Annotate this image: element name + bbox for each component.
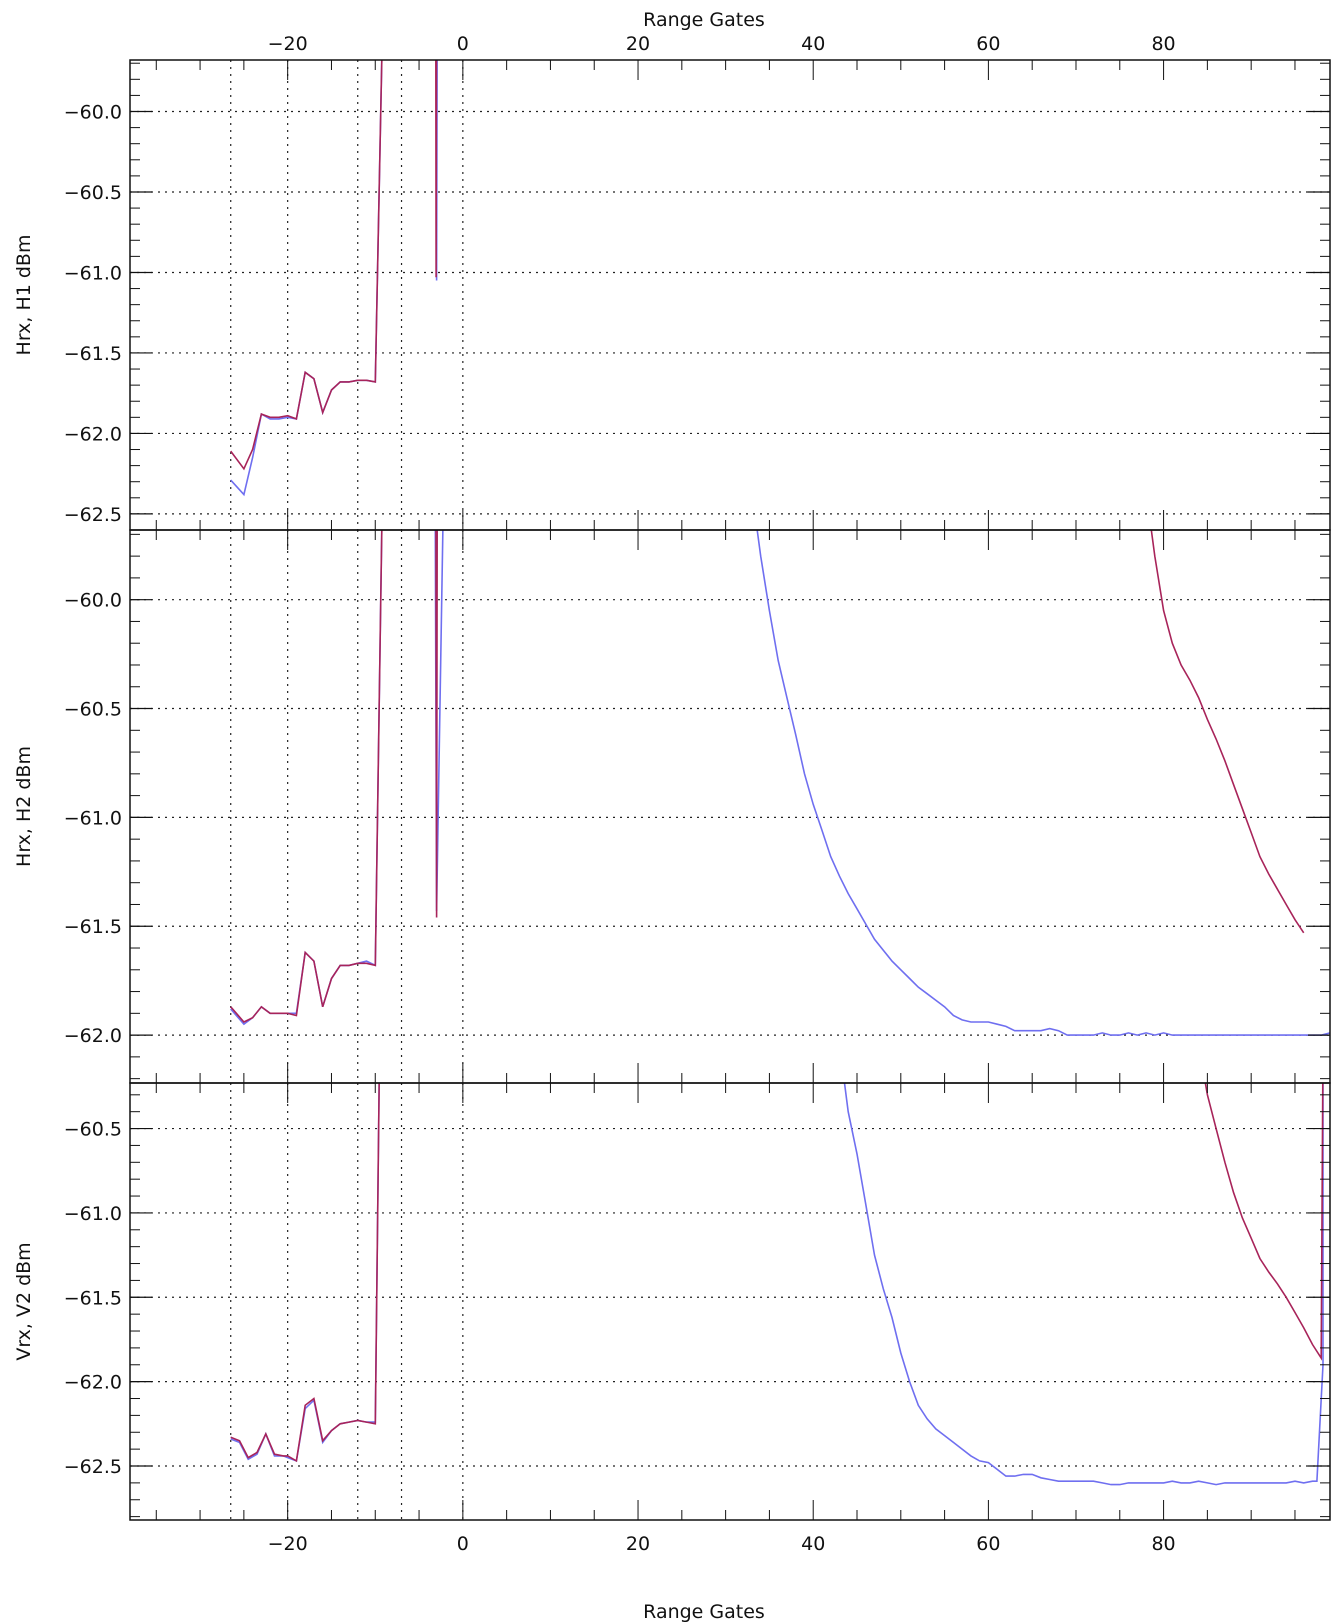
y-tick-label: −62.0 bbox=[64, 1372, 122, 1394]
y-tick-label: −61.0 bbox=[64, 1203, 122, 1225]
y-tick-label: −62.0 bbox=[64, 423, 122, 445]
x-tick-label-bottom: −20 bbox=[268, 1533, 308, 1555]
series-line-blue bbox=[230, 60, 438, 497]
y-tick-label: −60.0 bbox=[64, 102, 122, 124]
y-tick-label: −61.0 bbox=[64, 807, 122, 829]
x-tick-label-bottom: 80 bbox=[1151, 1533, 1175, 1555]
y-tick-label: −60.5 bbox=[64, 1119, 122, 1141]
x-tick-label-bottom: 40 bbox=[801, 1533, 825, 1555]
series-line-blue bbox=[230, 1083, 1324, 1486]
series-line-red bbox=[230, 60, 438, 471]
y-tick-label: −61.5 bbox=[64, 1287, 122, 1309]
y-tick-label: −62.5 bbox=[64, 1456, 122, 1478]
y-tick-label: −60.5 bbox=[64, 699, 122, 721]
x-tick-label-top: 40 bbox=[801, 33, 825, 55]
y-tick-label: −61.5 bbox=[64, 343, 122, 365]
y-tick-label: −61.5 bbox=[64, 916, 122, 938]
axis-labels: Range Gates Range Gates −62.5 −62.0 −61.5 −… bbox=[13, 9, 1176, 1622]
x-tick-label-top: 80 bbox=[1151, 33, 1175, 55]
axis-ticks bbox=[130, 60, 1330, 1520]
series-lines bbox=[230, 60, 1330, 1486]
y-tick-label: −61.0 bbox=[64, 262, 122, 284]
x-tick-label-top: 20 bbox=[626, 33, 650, 55]
series-line-blue bbox=[230, 530, 1330, 1036]
panel-frames bbox=[129, 59, 1331, 1521]
x-tick-label-top: 0 bbox=[457, 33, 469, 55]
x-tick-label-bottom: 20 bbox=[626, 1533, 650, 1555]
x-tick-label-top: −20 bbox=[268, 33, 308, 55]
series-line-red bbox=[230, 530, 1305, 1023]
y-tick-label: −60.5 bbox=[64, 182, 122, 204]
x-tick-label-bottom: 0 bbox=[457, 1533, 469, 1555]
vertical-markers bbox=[230, 60, 464, 1520]
y-tick-label: −62.0 bbox=[64, 1025, 122, 1047]
panel-frame bbox=[129, 59, 1331, 531]
y-tick-label: −60.0 bbox=[64, 590, 122, 612]
panel-frame bbox=[129, 1082, 1331, 1521]
x-axis-title-bottom: Range Gates bbox=[643, 1601, 765, 1622]
series-line-red bbox=[230, 1083, 1324, 1463]
y-axis-title: Vrx, V2 dBm bbox=[13, 1242, 35, 1360]
y-tick-label: −62.5 bbox=[64, 504, 122, 526]
x-tick-label-top: 60 bbox=[976, 33, 1000, 55]
y-axis-title: Hrx, H1 dBm bbox=[13, 235, 35, 356]
x-axis-title-top: Range Gates bbox=[643, 9, 765, 31]
grid-lines bbox=[130, 110, 1330, 1467]
y-axis-title: Hrx, H2 dBm bbox=[13, 746, 35, 867]
x-tick-label-bottom: 60 bbox=[976, 1533, 1000, 1555]
panel-frame bbox=[129, 529, 1331, 1084]
